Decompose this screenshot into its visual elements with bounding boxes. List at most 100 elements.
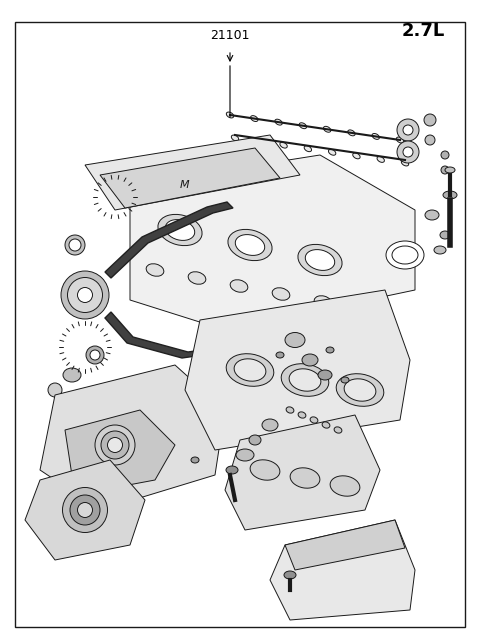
Ellipse shape [68,277,103,313]
Ellipse shape [256,139,263,144]
Ellipse shape [249,435,261,445]
Ellipse shape [441,166,449,174]
Ellipse shape [235,234,264,256]
Polygon shape [85,135,300,210]
Ellipse shape [285,333,305,347]
Ellipse shape [236,449,254,461]
Ellipse shape [326,347,334,353]
Ellipse shape [251,116,258,121]
Ellipse shape [77,503,93,517]
Ellipse shape [298,412,306,418]
Ellipse shape [250,460,280,480]
Ellipse shape [397,119,419,141]
Ellipse shape [425,210,439,220]
Ellipse shape [109,390,121,400]
Ellipse shape [101,431,129,459]
Polygon shape [40,365,225,510]
Ellipse shape [318,370,332,380]
Ellipse shape [284,571,296,579]
Ellipse shape [353,153,360,159]
Ellipse shape [234,359,266,381]
Polygon shape [65,410,175,495]
Ellipse shape [276,352,284,358]
Ellipse shape [70,495,100,525]
Ellipse shape [396,137,404,143]
Ellipse shape [334,427,342,433]
Ellipse shape [356,304,374,317]
Ellipse shape [302,354,318,366]
Polygon shape [25,460,145,560]
Polygon shape [225,415,380,530]
Polygon shape [185,290,410,450]
Ellipse shape [230,280,248,292]
Ellipse shape [392,246,418,264]
Polygon shape [105,312,223,358]
Ellipse shape [445,167,455,173]
Ellipse shape [344,379,376,401]
Ellipse shape [336,374,384,406]
Ellipse shape [275,119,282,125]
Ellipse shape [290,468,320,488]
Ellipse shape [65,235,85,255]
Ellipse shape [425,135,435,145]
Polygon shape [105,202,233,278]
Ellipse shape [341,377,349,383]
Ellipse shape [63,368,81,382]
Text: M: M [180,180,190,190]
Ellipse shape [401,160,408,166]
Ellipse shape [310,417,318,423]
Polygon shape [130,155,415,330]
Ellipse shape [272,288,290,300]
Ellipse shape [304,146,312,152]
Ellipse shape [231,135,239,141]
Ellipse shape [86,346,104,364]
Ellipse shape [90,350,100,360]
Polygon shape [100,148,280,208]
Ellipse shape [95,425,135,465]
Ellipse shape [397,141,419,163]
Ellipse shape [281,364,329,396]
Ellipse shape [226,112,234,118]
Ellipse shape [289,369,321,391]
Ellipse shape [441,151,449,159]
Ellipse shape [372,134,379,139]
Ellipse shape [434,246,446,254]
Ellipse shape [328,150,336,155]
Ellipse shape [386,241,424,269]
Ellipse shape [226,466,238,474]
Polygon shape [270,520,415,620]
Ellipse shape [403,147,413,157]
Ellipse shape [280,142,287,148]
Ellipse shape [348,130,355,136]
Ellipse shape [77,288,93,302]
Ellipse shape [440,231,450,239]
Ellipse shape [158,214,202,246]
Ellipse shape [228,229,272,261]
Ellipse shape [443,191,457,199]
Polygon shape [285,520,405,570]
Ellipse shape [424,114,436,126]
Ellipse shape [403,125,413,135]
Text: 21101: 21101 [210,29,250,42]
Ellipse shape [62,487,108,532]
Ellipse shape [61,271,109,319]
Ellipse shape [146,264,164,276]
Ellipse shape [298,245,342,275]
Ellipse shape [324,126,331,132]
Ellipse shape [165,220,195,240]
Ellipse shape [299,123,307,128]
Ellipse shape [377,157,384,162]
Ellipse shape [226,354,274,386]
Ellipse shape [330,476,360,496]
Ellipse shape [191,457,199,463]
Ellipse shape [314,296,332,308]
Ellipse shape [69,239,81,251]
Ellipse shape [125,406,135,414]
Text: 2.7L: 2.7L [402,22,445,40]
Ellipse shape [188,272,206,284]
Ellipse shape [286,407,294,413]
Ellipse shape [305,250,335,270]
Ellipse shape [108,437,122,453]
Ellipse shape [262,419,278,431]
Ellipse shape [322,422,330,428]
